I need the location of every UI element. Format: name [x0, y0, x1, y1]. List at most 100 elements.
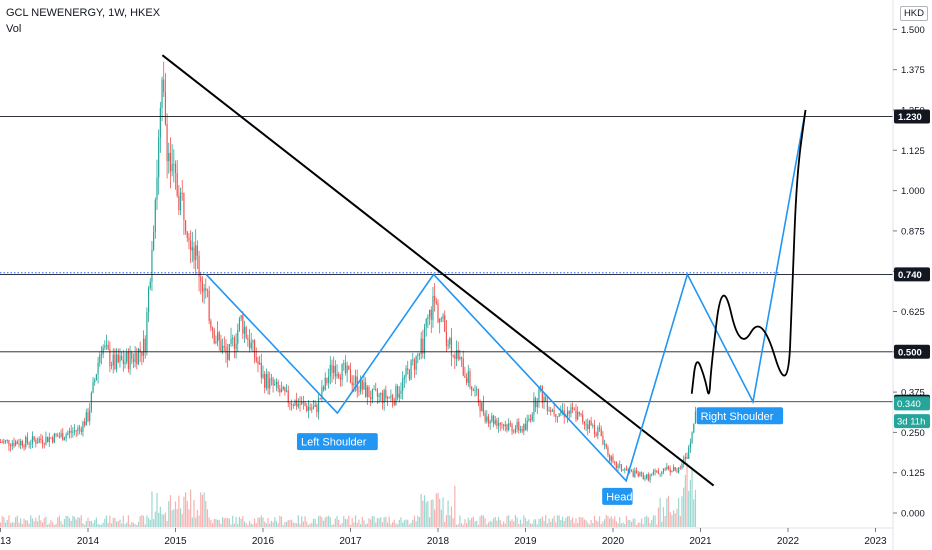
candle-body [603, 443, 606, 445]
y-tick-label: 0.125 [901, 468, 925, 479]
volume-bar [646, 515, 648, 527]
candle-body [45, 436, 47, 445]
volume-bar [602, 521, 604, 527]
x-tick-label: 2021 [689, 536, 712, 547]
candle-body [472, 390, 474, 391]
horizontal-levels [0, 116, 893, 403]
volume-bar [247, 524, 249, 527]
candle-body [190, 240, 192, 251]
volume-bar [141, 515, 143, 527]
candle-body [238, 318, 241, 331]
volume-bar [620, 523, 623, 527]
volume-bar [13, 522, 15, 527]
volume-bar [339, 524, 342, 527]
candle-body [48, 437, 50, 443]
candle-body [242, 315, 244, 334]
volume-bar [127, 515, 129, 527]
candle-body [341, 363, 343, 380]
volume-bar [496, 520, 498, 527]
currency-badge[interactable]: HKD [899, 6, 928, 21]
candle-body [354, 376, 357, 384]
candle-body [329, 364, 331, 377]
volume-bar [635, 524, 638, 527]
volume-bar [149, 520, 151, 527]
volume-bar [469, 520, 471, 527]
volume-bar [174, 501, 177, 527]
candle-body [561, 410, 564, 412]
volume-bar [171, 510, 173, 527]
candle-body [430, 309, 432, 320]
candle-body [85, 412, 87, 426]
candle-body [420, 338, 422, 354]
time-axis: 13 2014 2015 2016 2017 2018 2019 2020 2021 2022 20… [0, 527, 893, 547]
volume-bar [430, 499, 432, 527]
x-tick-label: 2019 [514, 536, 537, 547]
candle-body [553, 410, 555, 415]
candle-body [390, 395, 392, 398]
volume-bar [65, 515, 67, 527]
candle-body [89, 410, 91, 421]
volume-bar [163, 514, 165, 527]
candle-body [614, 461, 616, 463]
volume-bar [371, 516, 373, 527]
candle-body [454, 355, 456, 359]
candle-body [511, 424, 513, 432]
volume-bar [627, 519, 629, 527]
volume-bar [570, 519, 572, 527]
volume-bar [361, 516, 363, 527]
volume-bar [548, 518, 550, 527]
candle-body [449, 338, 451, 345]
volume-bar [444, 521, 446, 527]
candle-body [375, 388, 377, 391]
candle-body [316, 404, 318, 412]
volume-bar [25, 520, 27, 527]
candle-body [306, 405, 308, 411]
volume-bar [487, 522, 490, 527]
y-tick-label: 1.500 [901, 25, 925, 36]
volume-bar [190, 489, 192, 527]
candle-body [3, 441, 5, 443]
volume-bar [462, 524, 464, 527]
volume-bar [543, 520, 545, 527]
volume-bar [147, 517, 150, 527]
volume-bar [311, 523, 313, 527]
candle-body [80, 428, 82, 433]
candle-body [667, 466, 670, 470]
volume-bar [154, 511, 156, 527]
volume-bar [68, 518, 71, 527]
candle-body [132, 359, 135, 363]
candle-body [21, 440, 23, 447]
candle-body [605, 443, 607, 448]
volume-bar [637, 522, 639, 527]
volume-bar [534, 519, 537, 527]
volume-bar [497, 516, 500, 527]
volume-bar [553, 515, 555, 527]
volume-bar [391, 522, 394, 527]
volume-bar [454, 485, 456, 527]
candle-body [230, 338, 232, 344]
volume-bar [577, 523, 579, 527]
volume-bar [582, 517, 584, 527]
volume-bar [99, 524, 101, 527]
candle-body [471, 386, 473, 391]
candle-body [408, 369, 410, 380]
candle-body [235, 343, 237, 349]
volume-bar [418, 517, 421, 527]
pattern-path [205, 109, 807, 483]
volume-bar [4, 522, 7, 527]
volume-bar [388, 516, 390, 527]
candle-body [277, 381, 279, 389]
candle-body [15, 441, 17, 446]
candle-body [524, 424, 527, 430]
volume-bar [110, 523, 113, 527]
volume-bar [610, 516, 612, 527]
volume-bar [343, 515, 345, 527]
volume-bar [373, 516, 375, 527]
candle-body [434, 295, 436, 302]
candle-body [546, 401, 548, 411]
candle-body [422, 338, 424, 354]
volume-bar [230, 524, 232, 527]
candle-body [630, 470, 633, 472]
volume-indicator-label[interactable]: Vol [6, 23, 22, 35]
